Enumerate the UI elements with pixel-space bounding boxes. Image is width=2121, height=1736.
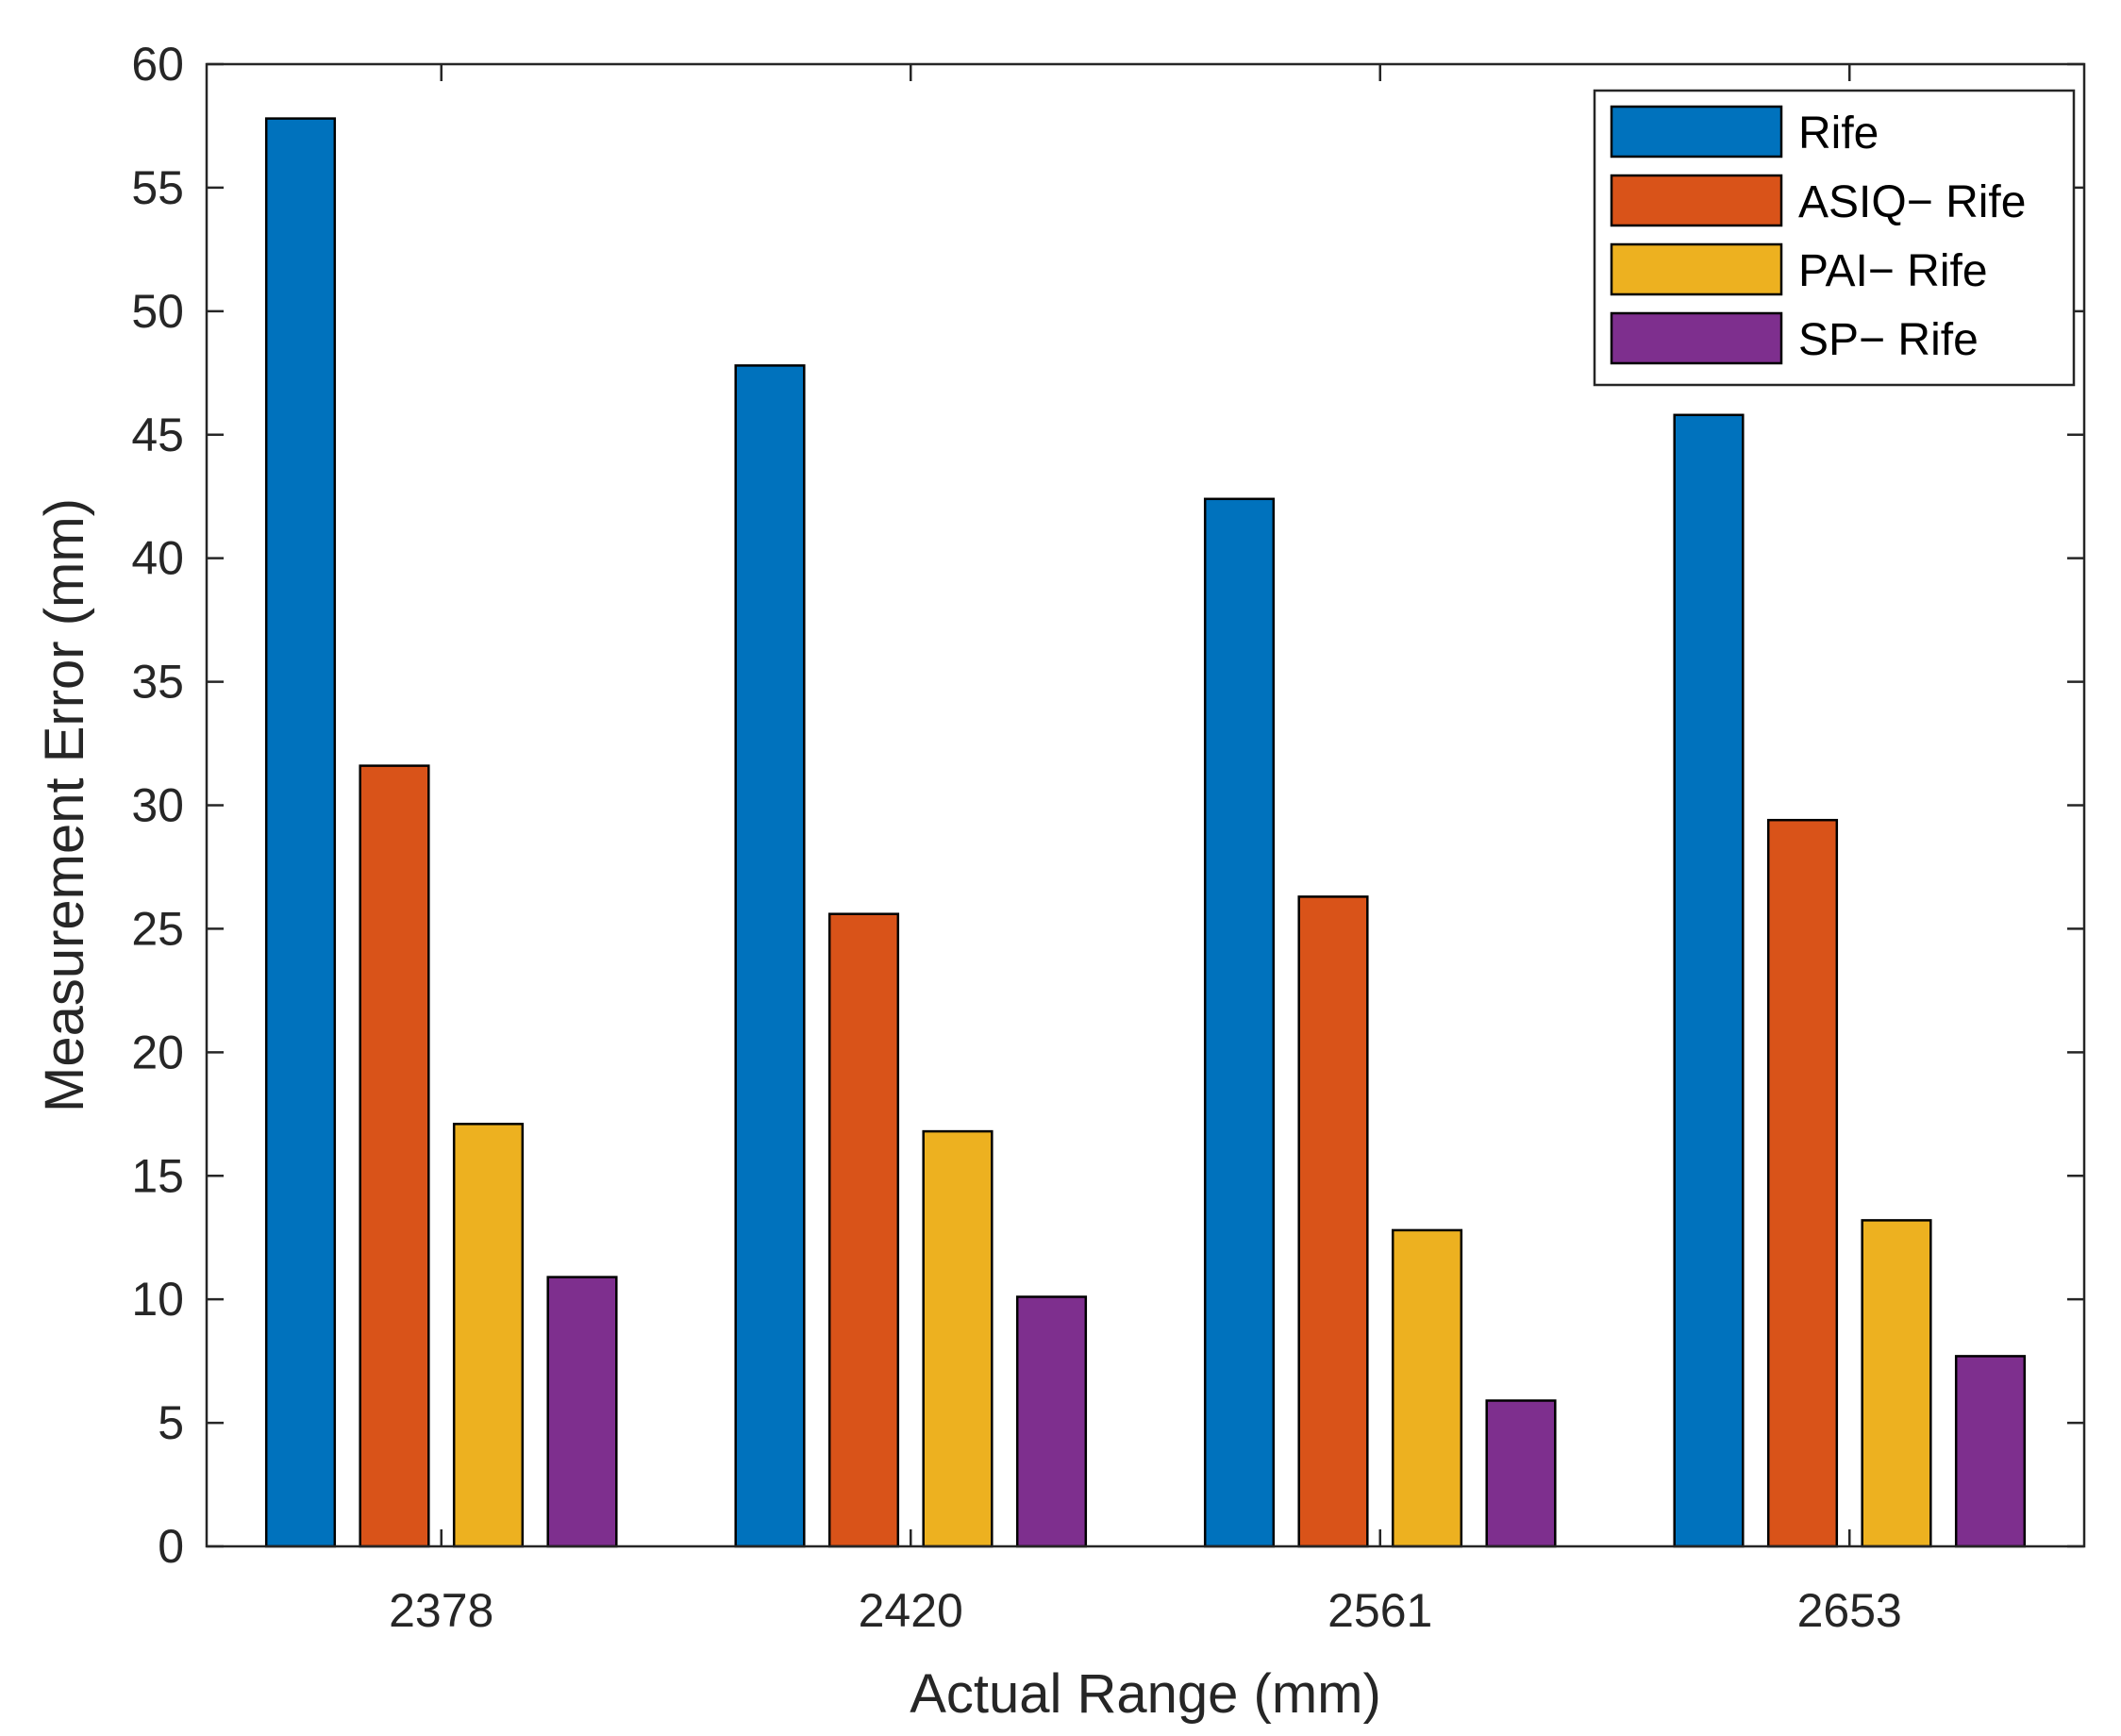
- y-tick-label-20: 20: [131, 1026, 184, 1078]
- bar-1-1: [264, 117, 337, 1548]
- y-tick-label-5: 5: [158, 1396, 184, 1449]
- legend-swatch-1: [1610, 105, 1783, 159]
- y-tick-label-40: 40: [131, 532, 184, 585]
- x-axis-label: Actual Range (mm): [910, 1663, 1381, 1725]
- y-tick-label-45: 45: [131, 409, 184, 461]
- legend-label-3: PAI− Rife: [1798, 246, 1988, 296]
- y-tick-label-35: 35: [131, 656, 184, 709]
- legend-swatch-4: [1610, 311, 1783, 365]
- axes-group: 0 5 10 15 20 25 30 35 40 45 50 55 60 2378 2420 2561 2653…: [34, 38, 2086, 1725]
- bar-2-2: [827, 912, 900, 1548]
- x-tick-label-2: 2420: [859, 1584, 963, 1637]
- y-tick-label-55: 55: [131, 161, 184, 214]
- y-tick-label-15: 15: [131, 1149, 184, 1202]
- x-tick-label-4: 2653: [1797, 1584, 1902, 1637]
- bar-1-3: [1203, 497, 1276, 1548]
- y-tick-label-10: 10: [131, 1273, 184, 1326]
- y-tick-label-0: 0: [158, 1520, 184, 1573]
- bar-4-1: [546, 1276, 618, 1548]
- bar-1-2: [734, 364, 806, 1548]
- bar-2-1: [359, 764, 430, 1548]
- bar-2-4: [1766, 818, 1839, 1548]
- legend-label-1: Rife: [1798, 108, 1879, 159]
- y-tick-label-25: 25: [131, 902, 184, 955]
- bar-4-3: [1485, 1399, 1557, 1548]
- legend: Rife ASIQ− Rife PAI− Rife SP− Rife: [1593, 89, 2076, 387]
- legend-label-2: ASIQ− Rife: [1798, 177, 2026, 227]
- bar-3-4: [1861, 1219, 1932, 1548]
- legend-swatch-2: [1610, 174, 1783, 227]
- bar-1-4: [1673, 413, 1745, 1548]
- y-tick-label-50: 50: [131, 285, 184, 338]
- bar-3-3: [1391, 1228, 1463, 1548]
- y-axis-label: Measurement Error (mm): [34, 498, 95, 1112]
- x-tick-label-3: 2561: [1328, 1584, 1432, 1637]
- y-tick-label-60: 60: [131, 38, 184, 91]
- legend-swatch-3: [1610, 242, 1783, 296]
- bars-group: [264, 117, 2027, 1548]
- bar-4-2: [1015, 1295, 1088, 1548]
- bar-4-4: [1954, 1355, 2027, 1548]
- bar-3-2: [922, 1129, 994, 1548]
- legend-label-4: SP− Rife: [1798, 315, 1979, 365]
- y-tick-label-30: 30: [131, 779, 184, 832]
- bar-3-1: [452, 1123, 525, 1548]
- x-tick-label-1: 2378: [389, 1584, 493, 1637]
- bar-2-3: [1297, 895, 1369, 1548]
